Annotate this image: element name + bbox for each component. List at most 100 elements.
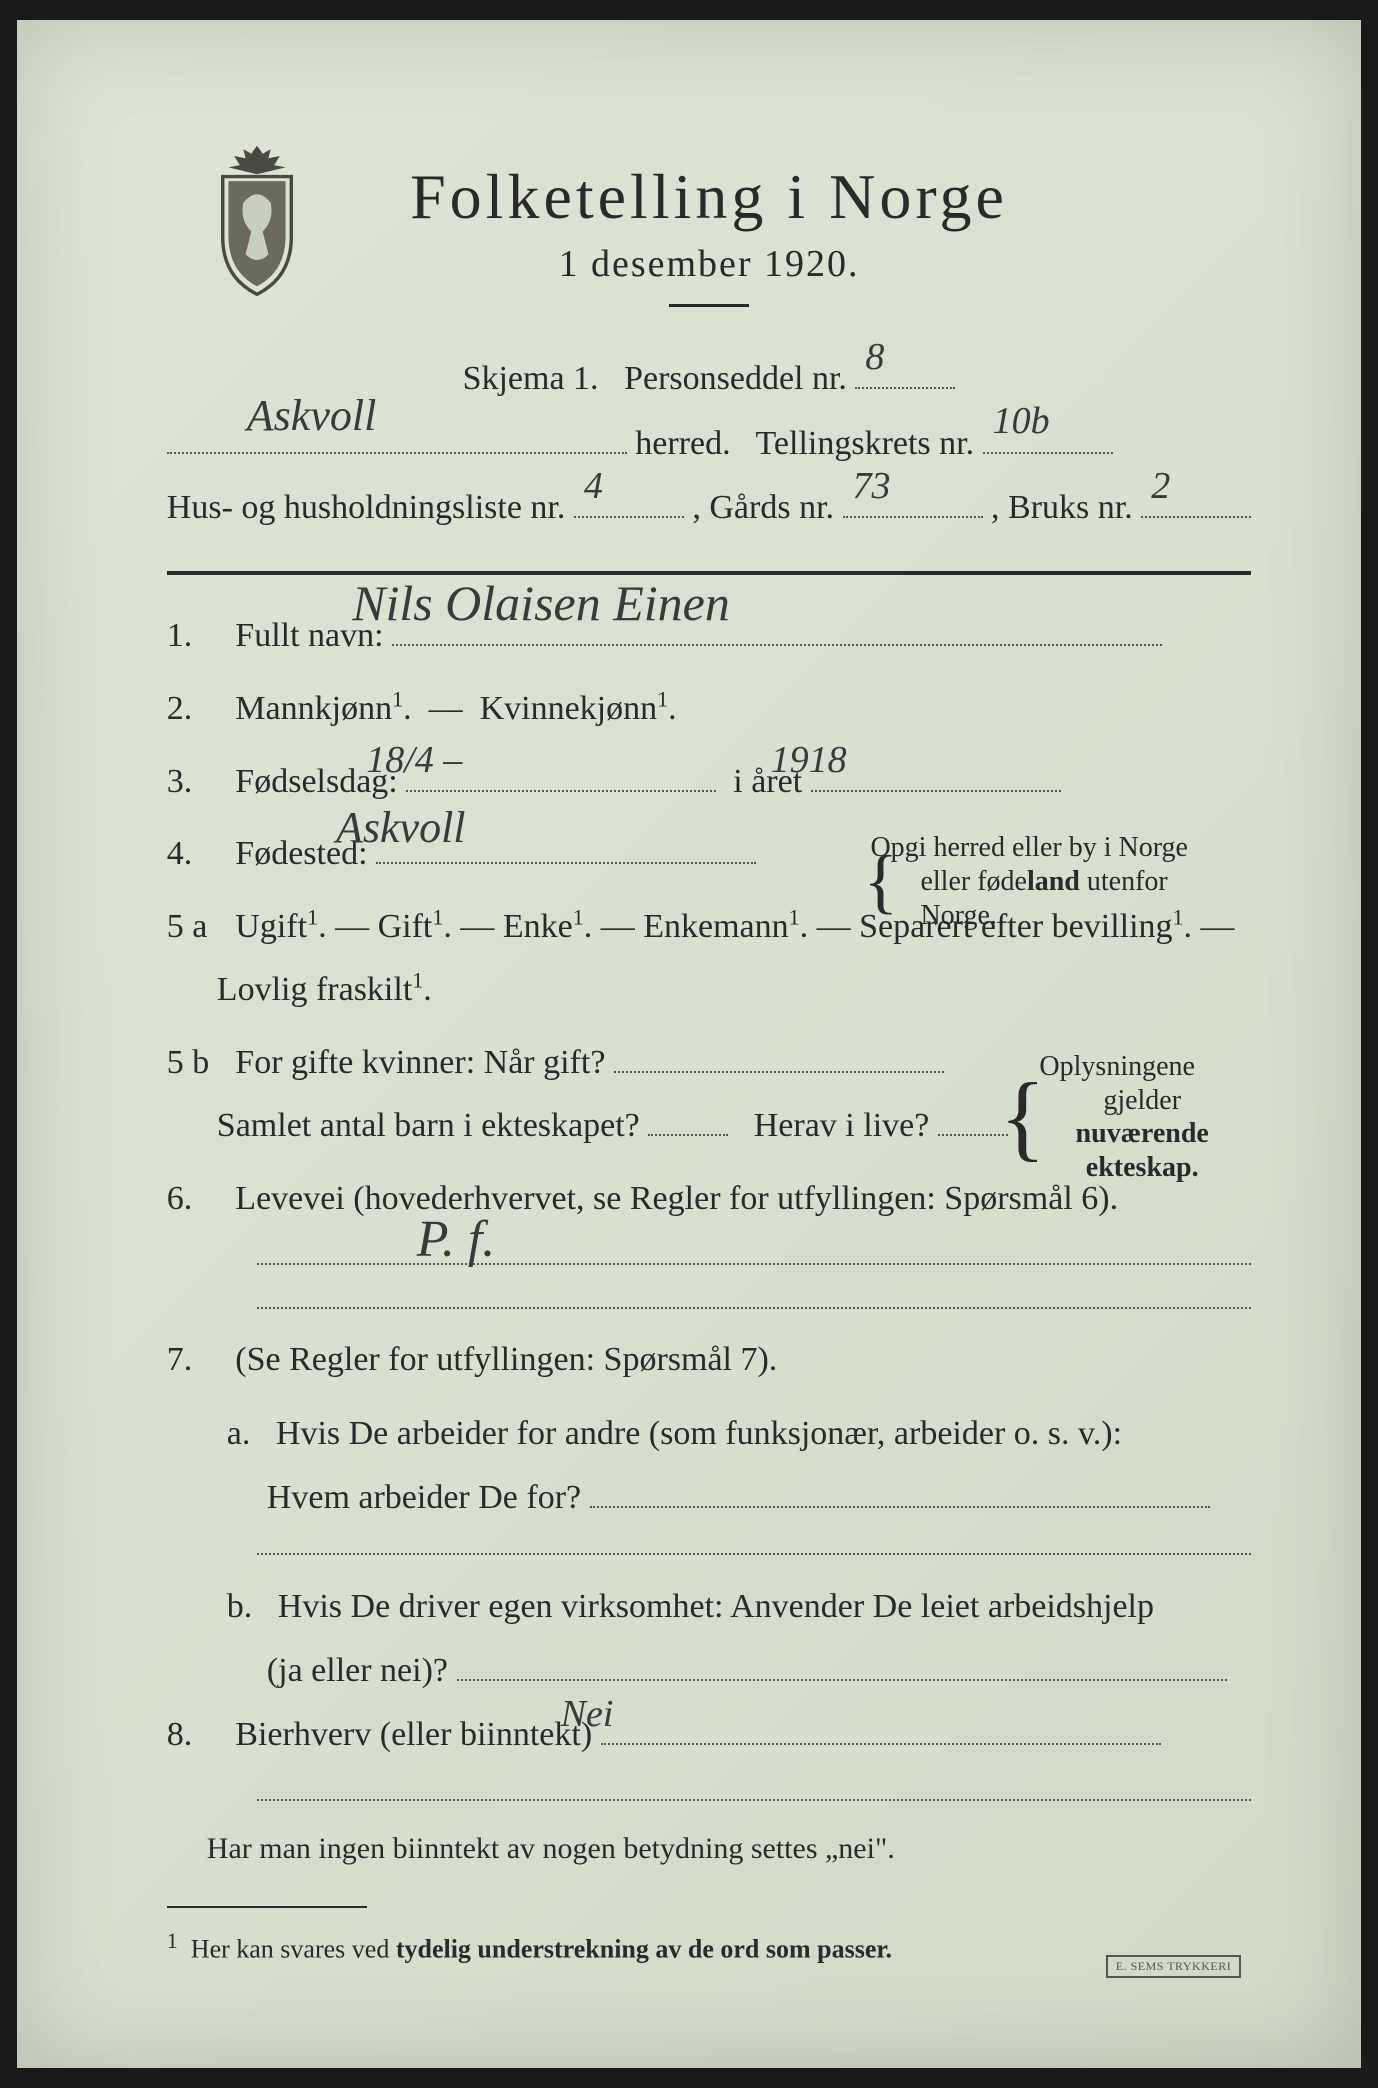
q5a-opt0: Ugift: [235, 908, 307, 945]
question-7a: a. Hvis De arbeider for andre (som funks…: [167, 1402, 1251, 1531]
question-4: 4. Fødested: Askvoll { Opgi herred eller…: [167, 823, 1251, 886]
q6-value: P. f.: [417, 1210, 496, 1269]
q8-label: Bierhverv (eller biinntekt): [235, 1716, 592, 1753]
coat-of-arms-icon: [197, 140, 317, 300]
q5b-labelB: Samlet antal barn i ekteskapet?: [217, 1107, 640, 1144]
personseddel-value: 8: [865, 321, 884, 393]
q2-optA: Mannkjønn: [235, 690, 392, 727]
q7-label: (Se Regler for utfyllingen: Spørsmål 7).: [235, 1341, 777, 1378]
personseddel-field: 8: [855, 348, 955, 389]
husliste-field: 4: [574, 477, 684, 518]
q2-optB: Kvinnekjønn: [480, 690, 658, 727]
q7-num: 7.: [167, 1329, 227, 1392]
personseddel-label: Personseddel nr.: [624, 360, 847, 397]
q2-dash: —: [429, 690, 463, 727]
question-7b: b. Hvis De driver egen virksomhet: Anven…: [167, 1575, 1251, 1704]
printer-stamp: E. SEMS TRYKKERI: [1106, 1955, 1241, 1978]
question-2: 2. Mannkjønn1. — Kvinnekjønn1.: [167, 678, 1251, 741]
q3-day-value: 18/4 –: [416, 725, 462, 795]
form-date: 1 desember 1920.: [167, 242, 1251, 286]
q8-value: Nei: [611, 1679, 614, 1749]
q5b-note-l2b: nuværende: [1076, 1118, 1209, 1149]
question-1: 1. Fullt navn: Nils Olaisen Einen: [167, 605, 1251, 668]
q7b-field: [457, 1641, 1227, 1682]
q3-year-field: 1918: [811, 751, 1061, 792]
q1-field: Nils Olaisen Einen: [392, 605, 1162, 646]
q4-num: 4.: [167, 823, 227, 886]
q5b-num: 5 b: [167, 1032, 227, 1095]
q5b-fieldB: [648, 1095, 728, 1136]
q7a-line2: Hvem arbeider De for?: [267, 1479, 581, 1516]
q7b-line1: Hvis De driver egen virksomhet: Anvender…: [278, 1588, 1154, 1625]
q1-value: Nils Olaisen Einen: [402, 557, 730, 650]
q5a-num: 5 a: [167, 896, 227, 959]
meta-line-2: Askvoll herred. Tellingskrets nr. 10b: [167, 412, 1251, 477]
q5a-opt2: Enke: [503, 908, 573, 945]
q5a-opt5: Lovlig fraskilt: [217, 971, 412, 1008]
form-header: Folketelling i Norge 1 desember 1920.: [167, 160, 1251, 307]
q5b-note: { Oplysningene gjelder nuværende ekteska…: [1076, 1050, 1251, 1184]
q4-note-l2b: land: [1027, 866, 1080, 897]
q3-day-field: 18/4 –: [406, 751, 716, 792]
question-8: 8. Bierhverv (eller biinntekt) Nei: [167, 1704, 1251, 1767]
husliste-value: 4: [584, 450, 603, 522]
footnote-bold: tydelig understrekning av de ord som pas…: [396, 1935, 892, 1964]
question-5b: 5 b For gifte kvinner: Når gift? Samlet …: [167, 1032, 1251, 1158]
q7a-field: [590, 1467, 1210, 1508]
question-7: 7. (Se Regler for utfyllingen: Spørsmål …: [167, 1329, 1251, 1392]
footnote-text: Her kan svares ved: [191, 1935, 396, 1964]
q4-note-l2a: eller føde: [920, 866, 1027, 897]
meta-line-3: Hus- og husholdningsliste nr. 4 , Gårds …: [167, 476, 1251, 541]
footnote: 1 Her kan svares ved tydelig understrekn…: [167, 1928, 1251, 1965]
title-divider: [669, 304, 749, 307]
census-form-page: Folketelling i Norge 1 desember 1920. Sk…: [17, 20, 1361, 2068]
q8-field-2: [257, 1777, 1251, 1801]
q6-field-1: P. f.: [257, 1241, 1251, 1265]
tellingskrets-field: 10b: [983, 413, 1113, 454]
q6-num: 6.: [167, 1168, 227, 1231]
q5b-labelC: Herav i live?: [754, 1107, 930, 1144]
q7b-line2: (ja eller nei)?: [267, 1652, 448, 1689]
q5a-opt4: Separert efter bevilling: [859, 908, 1172, 945]
bruks-value: 2: [1151, 450, 1170, 522]
q5b-labelA: For gifte kvinner: Når gift?: [235, 1044, 605, 1081]
q4-field: Askvoll: [376, 824, 756, 865]
question-6: 6. Levevei (hovederhvervet, se Regler fo…: [167, 1168, 1251, 1231]
tellingskrets-value: 10b: [993, 385, 1050, 457]
bruks-field: 2: [1141, 477, 1251, 518]
q6-field-2: [257, 1285, 1251, 1309]
meta-block: Skjema 1. Personseddel nr. 8 Askvoll her…: [167, 347, 1251, 541]
q3-year-value: 1918: [821, 725, 847, 795]
q7a-field-2: [257, 1531, 1251, 1555]
question-5a: 5 a Ugift1. — Gift1. — Enke1. — Enkemann…: [167, 896, 1251, 1022]
footnote-marker: 1: [167, 1928, 178, 1953]
gards-value: 73: [853, 450, 891, 522]
question-3: 3. Fødselsdag: 18/4 – i året 1918: [167, 751, 1251, 814]
q3-num: 3.: [167, 751, 227, 814]
q8-num: 8.: [167, 1704, 227, 1767]
q5a-opt3: Enkemann: [643, 908, 788, 945]
q5b-fieldC: [938, 1095, 1008, 1136]
husliste-label: Hus- og husholdningsliste nr.: [167, 489, 566, 526]
footnote-rule: [167, 1906, 367, 1908]
q1-num: 1.: [167, 605, 227, 668]
q4-note-l1: Opgi herred eller by i Norge: [870, 832, 1188, 863]
q2-num: 2.: [167, 678, 227, 741]
bruks-label: , Bruks nr.: [991, 489, 1133, 526]
gards-field: 73: [843, 477, 983, 518]
form-title: Folketelling i Norge: [167, 160, 1251, 234]
herred-field: Askvoll: [167, 413, 627, 454]
q4-value: Askvoll: [386, 787, 466, 868]
gards-label: , Gårds nr.: [692, 489, 834, 526]
q5a-opt1: Gift: [378, 908, 433, 945]
q8-field: Nei: [601, 1704, 1161, 1745]
q7b-num: b.: [227, 1588, 253, 1625]
herred-suffix: herred.: [635, 425, 730, 462]
q6-label: Levevei (hovederhvervet, se Regler for u…: [235, 1180, 1118, 1217]
q5b-note-l2: gjelder: [1103, 1085, 1181, 1116]
q5b-fieldA: [614, 1032, 944, 1073]
q7a-line1: Hvis De arbeider for andre (som funksjon…: [276, 1415, 1122, 1452]
foot-sentence: Har man ingen biinntekt av nogen betydni…: [167, 1821, 1251, 1877]
q5b-note-l1: Oplysningene: [1039, 1051, 1195, 1082]
skjema-label: Skjema 1.: [463, 360, 599, 397]
